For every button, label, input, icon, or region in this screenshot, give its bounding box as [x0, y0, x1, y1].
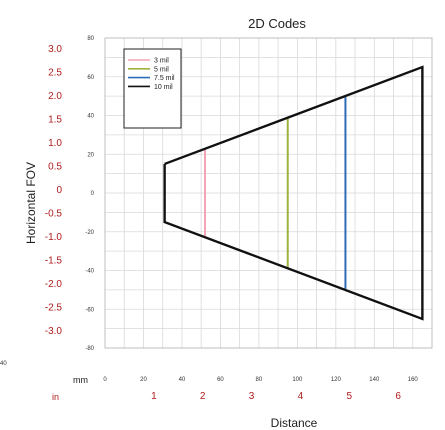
y-tick-label-in: 0 — [56, 185, 62, 196]
y-tick-label-in: 2.5 — [48, 68, 62, 79]
y-tick-label-in: -0.5 — [45, 209, 63, 220]
y-tick-label-mm: -20 — [85, 230, 94, 236]
x-tick-label-in: 6 — [395, 391, 401, 402]
y-tick-label-mm: 20 — [87, 152, 94, 158]
series-10-mil-line — [163, 65, 424, 321]
y-tick-label-in: 1.0 — [48, 138, 62, 149]
y-axis-label: Horizontal FOV — [24, 162, 38, 244]
x-tick-label-mm: 120 — [331, 377, 342, 383]
legend-label: 7.5 mil — [154, 75, 175, 82]
x-tick-label-in: 2 — [200, 391, 206, 402]
x-tick-label-in: 4 — [298, 391, 304, 402]
y-tick-label-in: -1.0 — [45, 232, 63, 243]
x-tick-label-mm: 60 — [217, 377, 224, 383]
y-tick-label-in: -1.5 — [45, 256, 63, 267]
x-tick-label-mm: 40 — [179, 377, 186, 383]
x-tick-label-in: 1 — [151, 391, 157, 402]
y-tick-label-in: -2.0 — [45, 279, 63, 290]
x-tick-label-mm: 20 — [140, 377, 147, 383]
legend-label: 5 mil — [154, 66, 169, 73]
plot-frame — [104, 37, 433, 349]
legend-label: 3 mil — [154, 58, 169, 65]
y-tick-label-in: 2.0 — [48, 91, 62, 102]
y-tick-label-in: 0.5 — [48, 162, 62, 173]
y-tick-label-in: 1.5 — [48, 115, 62, 126]
y-tick-label-mm: 40 — [87, 114, 94, 120]
x-tick-label-in: 3 — [249, 391, 255, 402]
y-tick-label-mm: 0 — [91, 191, 95, 197]
y-tick-label-in: -2.5 — [45, 303, 63, 314]
legend-box — [123, 48, 182, 129]
x-tick-label-mm: 140 — [369, 377, 380, 383]
x-tick-label-in: 5 — [347, 391, 353, 402]
x-axis-label: Distance — [271, 416, 318, 430]
x-tick-label-mm: 0 — [103, 377, 107, 383]
x-unit-mm-label: mm — [73, 375, 88, 385]
series-lines — [163, 65, 424, 321]
y-tick-label-mm: 80 — [87, 36, 94, 42]
plot-grid — [104, 37, 433, 349]
y-tick-label-in: 3.0 — [48, 44, 62, 55]
x-tick-label-mm: 160 — [408, 377, 419, 383]
y-tick-label-mm: -40 — [85, 269, 94, 275]
x-unit-in-label: in — [52, 392, 59, 402]
y-tick-label-in: -3.0 — [45, 326, 63, 337]
y-tick-label-mm: -80 — [85, 346, 94, 352]
y-tick-label-mm: -60 — [85, 307, 94, 313]
left-edge-tick-label: 40 — [0, 361, 7, 367]
legend-label: 10 mil — [154, 84, 173, 91]
x-tick-label-mm: 100 — [292, 377, 303, 383]
y-tick-label-mm: 60 — [87, 75, 94, 81]
x-tick-label-mm: 80 — [256, 377, 263, 383]
chart-title: 2D Codes — [248, 16, 306, 31]
